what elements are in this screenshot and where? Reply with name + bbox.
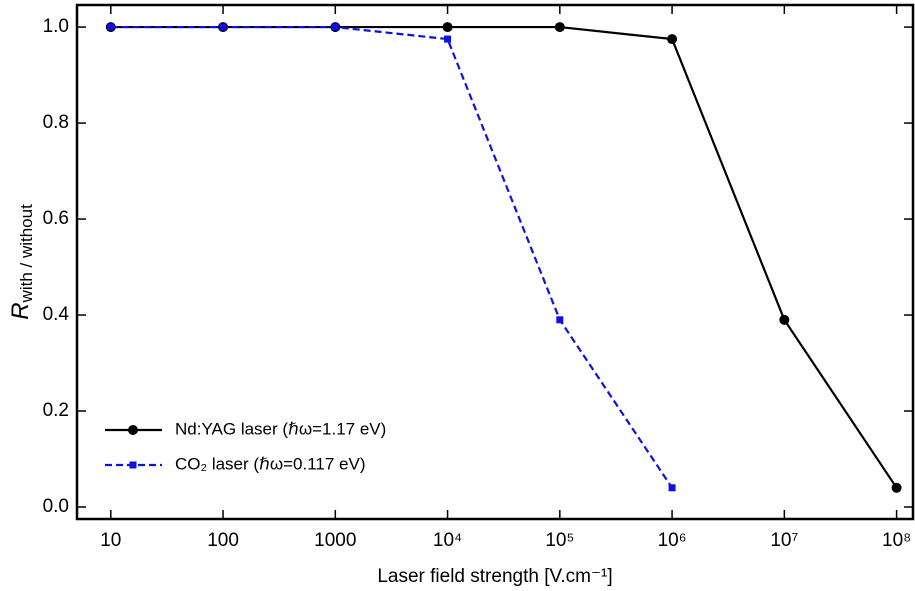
y-tick-label: 0.2 [43,400,69,421]
point [556,316,564,324]
point [891,482,902,493]
y-label-main: R [7,302,34,319]
x-tick-label: 1000 [314,530,356,551]
point [442,22,453,33]
legend-marker [129,461,137,469]
x-axis-label: Laser field strength [V.cm⁻¹] [377,566,612,587]
x-tick-label: 10⁶ [658,530,687,551]
x-tick-label: 10⁷ [770,530,798,551]
point [331,23,339,31]
point [554,22,565,33]
x-tick-label: 10⁴ [433,530,462,551]
plot-frame [75,3,915,521]
y-label-sub: with / without [17,204,36,304]
legend-label: CO₂ laser (ℏω=0.117 eV) [175,454,366,473]
point [219,23,227,31]
y-tick-label: 0.0 [43,496,69,517]
y-tick-label: 1.0 [43,16,69,37]
y-axis-label: Rwith / without [7,204,36,320]
x-tick-label: 10 [100,530,121,551]
point [444,35,452,43]
x-tick-label: 10⁵ [545,530,574,551]
y-tick-label: 0.8 [43,112,69,133]
point [779,314,790,325]
y-tick-label: 0.4 [43,304,70,325]
x-tick-label: 100 [207,530,239,551]
y-tick-label: 0.6 [43,208,69,229]
x-tick-label: 10⁸ [882,530,911,551]
series-line [110,25,673,489]
point [107,23,115,31]
legend-marker [128,425,138,435]
legend-label: Nd:YAG laser (ℏω=1.17 eV) [175,419,386,438]
point [667,34,678,45]
point [668,484,676,492]
series-line [110,25,898,489]
